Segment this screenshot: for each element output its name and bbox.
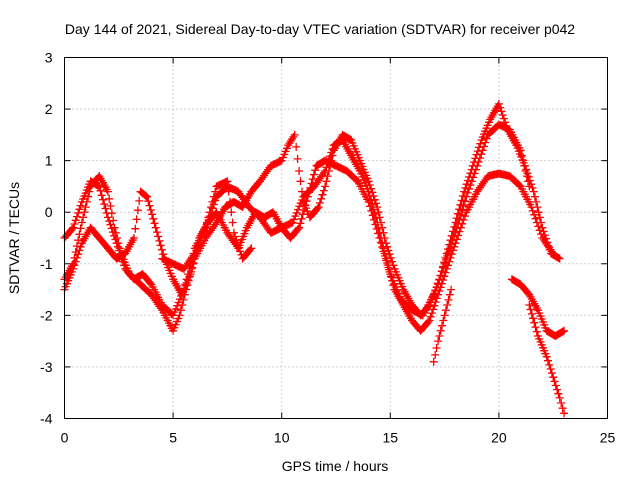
y-tick-label: 3 xyxy=(45,50,53,66)
series-marks xyxy=(429,285,456,366)
x-axis-label: GPS time / hours xyxy=(282,458,389,474)
series-marks xyxy=(507,275,569,340)
chart-title: Day 144 of 2021, Sidereal Day-to-day VTE… xyxy=(65,21,575,37)
x-tick-label: 0 xyxy=(61,430,69,446)
y-tick-label: 0 xyxy=(45,204,53,220)
y-axis-label: SDTVAR / TECUs xyxy=(6,182,22,294)
series-marks xyxy=(525,301,569,418)
x-tick-label: 20 xyxy=(491,430,507,446)
series-track-f xyxy=(507,275,569,340)
y-tick-label: -3 xyxy=(40,359,53,375)
x-tick-label: 5 xyxy=(169,430,177,446)
grid xyxy=(64,57,608,419)
series-marks xyxy=(60,136,558,335)
y-tick-label: -1 xyxy=(40,256,53,272)
series-track-g xyxy=(525,301,569,418)
x-tick-label: 25 xyxy=(600,430,616,446)
y-tick-label: 2 xyxy=(45,101,53,117)
x-tick-label: 15 xyxy=(383,430,399,446)
x-tick-label: 10 xyxy=(274,430,290,446)
series-track-e xyxy=(429,285,456,366)
data-series xyxy=(60,99,569,418)
series-track-d xyxy=(158,177,256,273)
series-marks xyxy=(158,177,256,273)
y-tick-label: 1 xyxy=(45,153,53,169)
series-track-b xyxy=(60,136,558,335)
plot-frame xyxy=(64,57,608,419)
y-tick-label: -2 xyxy=(40,307,53,323)
y-tick-label: -4 xyxy=(40,411,53,427)
